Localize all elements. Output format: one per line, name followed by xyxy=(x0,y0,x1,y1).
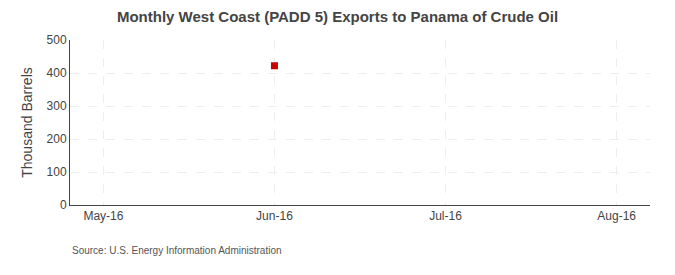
svg-text:Jul-16: Jul-16 xyxy=(429,209,462,223)
svg-text:Jun-16: Jun-16 xyxy=(256,209,293,223)
svg-text:Aug-16: Aug-16 xyxy=(597,209,636,223)
svg-text:0: 0 xyxy=(60,198,67,212)
svg-text:Thousand Barrels: Thousand Barrels xyxy=(19,67,35,178)
svg-text:May-16: May-16 xyxy=(83,209,123,223)
svg-text:Monthly West Coast (PADD 5) Ex: Monthly West Coast (PADD 5) Exports to P… xyxy=(117,8,558,25)
svg-text:300: 300 xyxy=(47,99,67,113)
svg-text:Source: U.S. Energy Informatio: Source: U.S. Energy Information Administ… xyxy=(72,245,282,256)
svg-text:200: 200 xyxy=(47,132,67,146)
svg-text:100: 100 xyxy=(47,165,67,179)
svg-text:500: 500 xyxy=(47,33,67,47)
svg-text:400: 400 xyxy=(47,66,67,80)
